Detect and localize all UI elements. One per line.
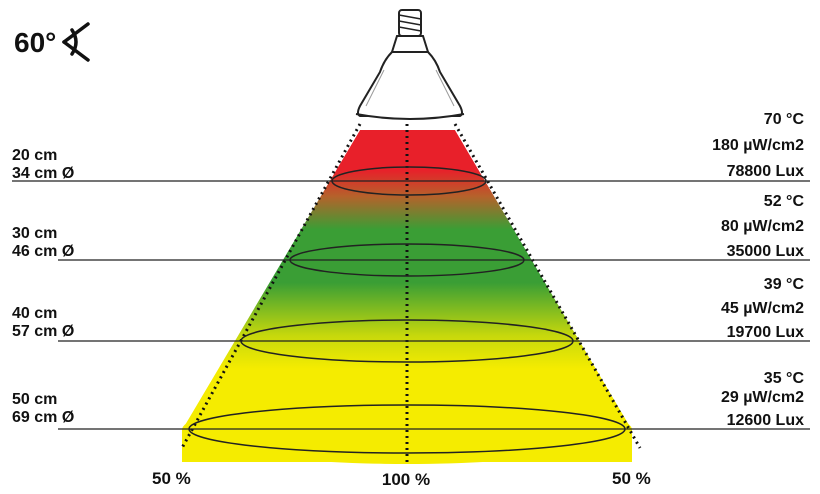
level-uv: 80 µW/cm2	[721, 218, 804, 235]
level-lux: 78800 Lux	[727, 163, 804, 180]
bottom-label-right: 50 %	[612, 469, 651, 488]
level-temperature: 35 °C	[764, 370, 805, 387]
beam-angle-label: 60°	[14, 27, 56, 58]
bottom-label-left: 50 %	[152, 469, 191, 488]
cone-edge-left	[180, 123, 362, 449]
beam-angle-icon	[62, 22, 90, 62]
bulb-icon	[355, 9, 465, 120]
level-lux: 19700 Lux	[727, 324, 804, 341]
level-diameter: 57 cm Ø	[12, 323, 74, 340]
level-row: 30 cm 46 cm Ø 52 °C 80 µW/cm2 35000 Lux	[12, 193, 810, 277]
level-temperature: 52 °C	[764, 193, 805, 210]
level-ellipse	[331, 166, 487, 196]
level-temperature: 39 °C	[764, 276, 805, 293]
level-distance: 40 cm	[12, 305, 57, 322]
level-diameter: 34 cm Ø	[12, 165, 74, 182]
level-ellipse	[289, 243, 525, 277]
bottom-label-center: 100 %	[382, 470, 430, 489]
level-uv: 45 µW/cm2	[721, 300, 804, 317]
level-distance: 20 cm	[12, 147, 57, 164]
light-cone	[182, 130, 632, 462]
level-lux: 12600 Lux	[727, 412, 804, 429]
level-uv: 29 µW/cm2	[721, 389, 804, 406]
level-diameter: 69 cm Ø	[12, 409, 74, 426]
level-row: 20 cm 34 cm Ø 70 °C 180 µW/cm2 78800 Lux	[12, 111, 810, 196]
level-distance: 30 cm	[12, 225, 57, 242]
level-row: 40 cm 57 cm Ø 39 °C 45 µW/cm2 19700 Lux	[12, 276, 810, 363]
cone-edge-right	[453, 123, 642, 449]
level-lux: 35000 Lux	[727, 243, 804, 260]
level-uv: 180 µW/cm2	[712, 137, 804, 154]
level-diameter: 46 cm Ø	[12, 243, 74, 260]
level-distance: 50 cm	[12, 391, 57, 408]
level-ellipse	[240, 319, 574, 363]
level-row: 50 cm 69 cm Ø 35 °C 29 µW/cm2 12600 Lux	[12, 370, 810, 454]
level-temperature: 70 °C	[764, 111, 805, 128]
level-ellipse	[188, 404, 626, 454]
